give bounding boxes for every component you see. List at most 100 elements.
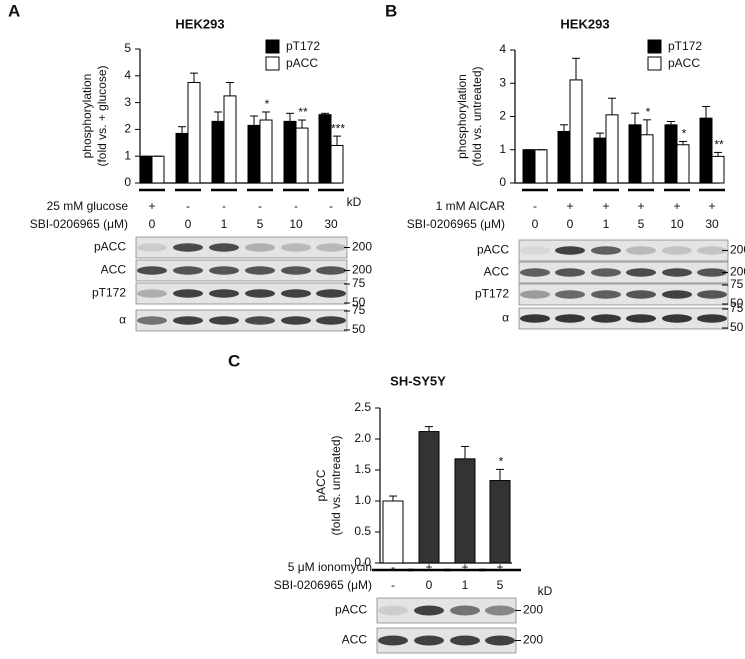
kd-marker: 50 (352, 295, 366, 309)
bar (664, 124, 678, 184)
band (520, 246, 550, 255)
legend-swatch (647, 39, 662, 54)
band (697, 290, 727, 299)
blot-label: pACC (94, 240, 126, 254)
band (450, 635, 480, 646)
band (281, 266, 311, 275)
error-bar (572, 57, 580, 80)
bar (489, 480, 511, 564)
condition-value: + (425, 560, 432, 574)
band (555, 314, 585, 323)
significance: ** (298, 105, 308, 119)
condition-value: 5 (497, 578, 504, 592)
band (662, 268, 692, 277)
band (137, 266, 167, 275)
condition-value: - (222, 199, 226, 213)
legend-swatch (647, 56, 662, 71)
band (316, 289, 346, 298)
condition-value: + (496, 560, 503, 574)
condition-value: - (329, 199, 333, 213)
band (591, 246, 621, 255)
blot (135, 259, 348, 282)
blot (518, 307, 729, 330)
blot-label: pACC (477, 243, 509, 257)
bar (628, 124, 642, 184)
bar (534, 149, 548, 184)
condition-value: 30 (324, 217, 338, 231)
band (662, 314, 692, 323)
band (626, 246, 656, 255)
legend-label: pACC (286, 56, 318, 70)
band (245, 316, 275, 325)
bar (139, 155, 153, 184)
error-bar (643, 119, 651, 135)
band (209, 243, 239, 252)
error-bar (560, 124, 568, 132)
condition-value: + (566, 199, 573, 213)
band (378, 635, 408, 646)
blot-label: pT172 (475, 287, 509, 301)
error-bar (496, 468, 504, 481)
band (245, 243, 275, 252)
condition-value: 5 (257, 217, 264, 231)
band (209, 316, 239, 325)
y-tick-label: 2 (124, 122, 131, 136)
y-tick-label: 1.0 (354, 493, 371, 507)
error-bar (608, 97, 616, 115)
condition-value: 1 (603, 217, 610, 231)
band (316, 316, 346, 325)
condition-value: 1 (221, 217, 228, 231)
condition-value: + (708, 199, 715, 213)
condition-value: + (673, 199, 680, 213)
band (555, 290, 585, 299)
band (485, 635, 515, 646)
legend-swatch (265, 39, 280, 54)
kd-marker: 75 (730, 301, 744, 315)
condition-value: 5 (638, 217, 645, 231)
y-tick-label: 2.0 (354, 431, 371, 445)
y-tick-label: 1.5 (354, 462, 371, 476)
blot (518, 283, 729, 306)
significance: * (265, 97, 270, 111)
chart-title: HEK293 (560, 16, 609, 31)
band (520, 314, 550, 323)
significance: ** (714, 138, 724, 152)
band (281, 243, 311, 252)
legend-label: pACC (668, 56, 700, 70)
bar (711, 155, 725, 184)
kd-marker: 200 (523, 633, 543, 647)
condition-value: 0 (149, 217, 156, 231)
error-bar (250, 115, 258, 126)
condition-value: - (294, 199, 298, 213)
bar (699, 117, 713, 184)
condition-label: 5 μM ionomycin (288, 560, 372, 574)
band (316, 243, 346, 252)
condition-label: 25 mM glucose (47, 199, 129, 213)
condition-value: 30 (705, 217, 719, 231)
blot-label: α (502, 311, 509, 325)
significance: * (682, 127, 687, 141)
blot-label: pACC (335, 603, 367, 617)
bar (569, 79, 583, 184)
band (626, 290, 656, 299)
bar (211, 120, 225, 184)
bar (418, 431, 440, 564)
significance: * (499, 455, 504, 469)
bar (247, 124, 261, 184)
panel-letter: B (385, 1, 397, 20)
band (626, 314, 656, 323)
bar (557, 130, 571, 184)
condition-value: - (391, 560, 395, 574)
condition-value: 0 (426, 578, 433, 592)
bar (640, 134, 654, 184)
y-tick-label: 5 (124, 41, 131, 55)
error-bar (178, 126, 186, 134)
band (137, 243, 167, 252)
band (414, 635, 444, 646)
kd-marker: 50 (730, 296, 744, 310)
blot (518, 261, 729, 284)
error-bar (214, 111, 222, 122)
panel-letter: C (228, 351, 240, 370)
blot-label: ACC (484, 265, 510, 279)
